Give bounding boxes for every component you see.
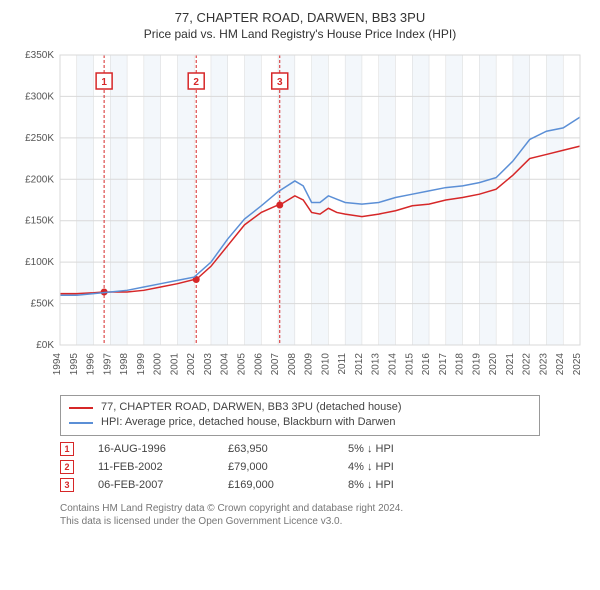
event-diff: 4% ↓ HPI	[348, 461, 458, 473]
svg-text:£50K: £50K	[31, 299, 55, 310]
svg-text:2014: 2014	[387, 353, 398, 376]
footer-attribution: Contains HM Land Registry data © Crown c…	[60, 502, 588, 528]
chart-area: £0K £50K £100K £150K £200K £250K £300K £350K 199…	[12, 49, 588, 389]
svg-text:2: 2	[193, 77, 199, 88]
svg-text:1997: 1997	[102, 353, 113, 376]
line-chart-svg: £0K £50K £100K £150K £200K £250K £300K £350K 199…	[12, 49, 588, 389]
svg-text:2025: 2025	[572, 353, 583, 376]
svg-text:1995: 1995	[69, 353, 80, 376]
legend-swatch	[69, 422, 93, 424]
svg-text:2000: 2000	[153, 353, 164, 376]
svg-text:2007: 2007	[270, 353, 281, 376]
event-diff: 5% ↓ HPI	[348, 443, 458, 455]
svg-text:1996: 1996	[86, 353, 97, 376]
event-number-badge: 2	[60, 460, 74, 474]
legend-item: 77, CHAPTER ROAD, DARWEN, BB3 3PU (detac…	[69, 400, 531, 415]
svg-text:2003: 2003	[203, 353, 214, 376]
event-date: 06-FEB-2007	[98, 479, 228, 491]
svg-text:£150K: £150K	[25, 216, 54, 227]
svg-text:2002: 2002	[186, 353, 197, 376]
legend-item: HPI: Average price, detached house, Blac…	[69, 415, 531, 430]
svg-text:2022: 2022	[522, 353, 533, 376]
svg-text:£0K: £0K	[36, 340, 54, 351]
legend-swatch	[69, 407, 93, 409]
svg-text:2018: 2018	[455, 353, 466, 376]
chart-container: 77, CHAPTER ROAD, DARWEN, BB3 3PU Price …	[0, 0, 600, 590]
svg-text:2017: 2017	[438, 353, 449, 376]
svg-text:1998: 1998	[119, 353, 130, 376]
event-date: 11-FEB-2002	[98, 461, 228, 473]
chart-title: 77, CHAPTER ROAD, DARWEN, BB3 3PU	[12, 10, 588, 25]
event-price: £169,000	[228, 479, 348, 491]
footer-line-1: Contains HM Land Registry data © Crown c…	[60, 502, 588, 515]
svg-text:£250K: £250K	[25, 133, 54, 144]
legend-label: HPI: Average price, detached house, Blac…	[101, 415, 396, 430]
svg-text:2020: 2020	[488, 353, 499, 376]
svg-text:2010: 2010	[320, 353, 331, 376]
svg-text:£350K: £350K	[25, 50, 54, 61]
svg-text:3: 3	[277, 77, 283, 88]
svg-text:£200K: £200K	[25, 174, 54, 185]
event-diff: 8% ↓ HPI	[348, 479, 458, 491]
svg-text:2004: 2004	[220, 353, 231, 376]
svg-text:2006: 2006	[253, 353, 264, 376]
event-row: 3 06-FEB-2007£169,0008% ↓ HPI	[60, 478, 588, 492]
svg-text:2011: 2011	[337, 353, 348, 375]
svg-text:1999: 1999	[136, 353, 147, 376]
event-price: £63,950	[228, 443, 348, 455]
legend: 77, CHAPTER ROAD, DARWEN, BB3 3PU (detac…	[60, 395, 540, 436]
event-row: 1 16-AUG-1996£63,9505% ↓ HPI	[60, 442, 588, 456]
event-row: 2 11-FEB-2002£79,0004% ↓ HPI	[60, 460, 588, 474]
event-number-badge: 3	[60, 478, 74, 492]
svg-text:2023: 2023	[538, 353, 549, 376]
event-number-badge: 1	[60, 442, 74, 456]
svg-text:2009: 2009	[304, 353, 315, 376]
svg-text:2016: 2016	[421, 353, 432, 376]
footer-line-2: This data is licensed under the Open Gov…	[60, 515, 588, 528]
legend-label: 77, CHAPTER ROAD, DARWEN, BB3 3PU (detac…	[101, 400, 402, 415]
svg-text:1: 1	[101, 77, 107, 88]
svg-text:2001: 2001	[169, 353, 180, 376]
svg-text:2019: 2019	[471, 353, 482, 376]
event-table: 1 16-AUG-1996£63,9505% ↓ HPI 2 11-FEB-2002£…	[60, 442, 588, 492]
event-price: £79,000	[228, 461, 348, 473]
svg-text:2015: 2015	[404, 353, 415, 376]
svg-text:1994: 1994	[52, 353, 63, 376]
svg-text:2012: 2012	[354, 353, 365, 376]
chart-subtitle: Price paid vs. HM Land Registry's House …	[12, 27, 588, 41]
svg-text:£100K: £100K	[25, 257, 54, 268]
svg-text:2021: 2021	[505, 353, 516, 376]
svg-text:2024: 2024	[555, 353, 566, 376]
svg-text:£300K: £300K	[25, 91, 54, 102]
event-date: 16-AUG-1996	[98, 443, 228, 455]
svg-text:2005: 2005	[237, 353, 248, 376]
svg-text:2008: 2008	[287, 353, 298, 376]
svg-text:2013: 2013	[371, 353, 382, 376]
